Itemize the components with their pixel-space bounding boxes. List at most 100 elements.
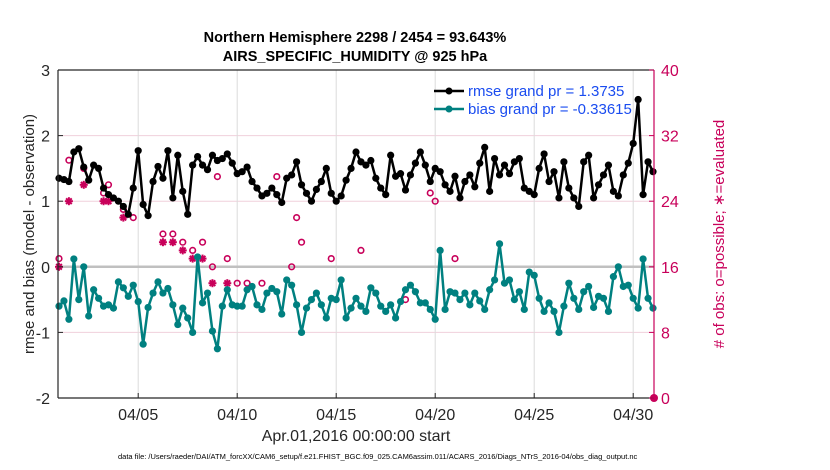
bias-point — [169, 301, 177, 309]
bias-point — [614, 263, 622, 271]
possible-count-marker — [159, 230, 167, 238]
rmse-point — [486, 187, 494, 195]
bias-point — [520, 305, 528, 314]
x-tick-label: 04/15 — [316, 407, 356, 424]
rmse-point — [144, 212, 152, 220]
bias-point — [431, 315, 439, 323]
rmse-point — [75, 145, 83, 153]
possible-count-marker — [223, 255, 231, 263]
rmse-point — [649, 168, 657, 176]
right-y-tick-label: 0 — [661, 391, 670, 408]
bias-point — [194, 253, 202, 261]
bias-point — [555, 328, 563, 336]
rmse-point — [194, 152, 202, 161]
rmse-point — [302, 189, 311, 197]
tick-labels: -2 -1 0 1 2 3 0 8 16 24 32 40 04/05 04/10 04/15 04/20 04… — [36, 63, 679, 424]
rmse-point — [416, 148, 424, 156]
bias-point — [302, 304, 311, 312]
bias-point — [362, 307, 370, 316]
x-tick-label: 04/30 — [613, 407, 653, 424]
possible-count-marker — [258, 279, 266, 287]
bias-point — [80, 263, 88, 271]
rmse-point — [461, 177, 469, 186]
evaluated-marker-stroke — [223, 279, 231, 287]
bias-point — [540, 307, 548, 316]
evaluated-count-marker — [208, 279, 217, 288]
rmse-point — [119, 202, 127, 211]
right-y-axis-label: # of obs: o=possible; ∗=evaluated — [711, 120, 728, 349]
rmse-point — [609, 187, 618, 195]
bias-point — [189, 328, 197, 336]
rmse-point — [540, 150, 548, 158]
rmse-point — [481, 143, 489, 152]
bias-point — [203, 289, 212, 297]
possible-count-marker — [288, 263, 296, 271]
bias-point — [164, 284, 172, 293]
x-axis-label: Apr.01,2016 00:00:00 start — [262, 428, 451, 445]
bias-point — [70, 255, 78, 263]
rmse-point — [159, 174, 167, 182]
rmse-point — [515, 154, 523, 163]
legend-bias-marker — [445, 105, 453, 113]
bias-point — [109, 304, 118, 312]
rmse-point — [619, 171, 627, 179]
rmse-point — [565, 184, 573, 192]
bias-point — [238, 302, 246, 310]
bias-point — [624, 281, 632, 289]
legend-bias-label: bias grand pr = -0.33615 — [468, 101, 632, 118]
evaluated-count-marker — [79, 180, 88, 189]
y-tick-label: 0 — [41, 260, 50, 277]
chart-title: Northern Hemisphere 2298 / 2454 = 93.643… — [204, 30, 507, 46]
bias-point — [208, 327, 217, 335]
possible-count-marker — [208, 263, 217, 271]
rmse-point — [406, 171, 415, 179]
rmse-point — [228, 159, 236, 167]
rmse-point — [599, 171, 608, 179]
rmse-point — [590, 194, 598, 202]
bias-point — [634, 304, 642, 312]
rmse-point — [352, 148, 360, 156]
obs-count-markers — [55, 156, 658, 402]
bias-point — [466, 301, 474, 309]
bias-point — [223, 286, 231, 294]
evaluated-marker-stroke — [179, 246, 187, 254]
rmse-point — [312, 185, 320, 193]
bias-point — [337, 276, 345, 284]
bias-point — [149, 289, 157, 297]
rmse-point — [604, 161, 613, 169]
possible-count-marker — [233, 279, 241, 287]
rmse-point — [624, 159, 632, 167]
bias-point — [560, 302, 568, 310]
y-tick-label: -1 — [36, 325, 50, 342]
rmse-point — [327, 189, 335, 197]
chart-subtitle: AIRS_SPECIFIC_HUMIDITY @ 925 hPa — [223, 49, 488, 65]
rmse-point — [401, 186, 410, 194]
x-tick-label: 04/10 — [217, 407, 257, 424]
rmse-point — [273, 191, 281, 199]
bias-point — [505, 276, 514, 284]
bias-point — [258, 305, 266, 314]
bias-point — [283, 276, 291, 284]
bias-point — [416, 299, 424, 307]
possible-count-marker — [104, 181, 113, 189]
rmse-point — [614, 192, 622, 200]
bias-point — [436, 246, 444, 254]
rmse-point — [322, 164, 330, 172]
rmse-point — [203, 166, 212, 174]
bias-point — [288, 281, 296, 289]
y-tick-label: 3 — [41, 63, 50, 80]
bias-point — [357, 302, 365, 310]
rmse-point — [426, 177, 434, 186]
axes-frame — [57, 69, 655, 399]
possible-count-marker — [426, 189, 434, 197]
bias-point — [342, 314, 350, 322]
rmse-point — [139, 200, 147, 209]
evaluated-marker-stroke — [65, 197, 73, 205]
bias-point — [60, 297, 68, 305]
rmse-point — [396, 170, 405, 178]
bias-point — [372, 289, 380, 297]
possible-count-marker — [213, 173, 221, 181]
rmse-point — [208, 151, 217, 159]
bias-point — [545, 299, 553, 307]
